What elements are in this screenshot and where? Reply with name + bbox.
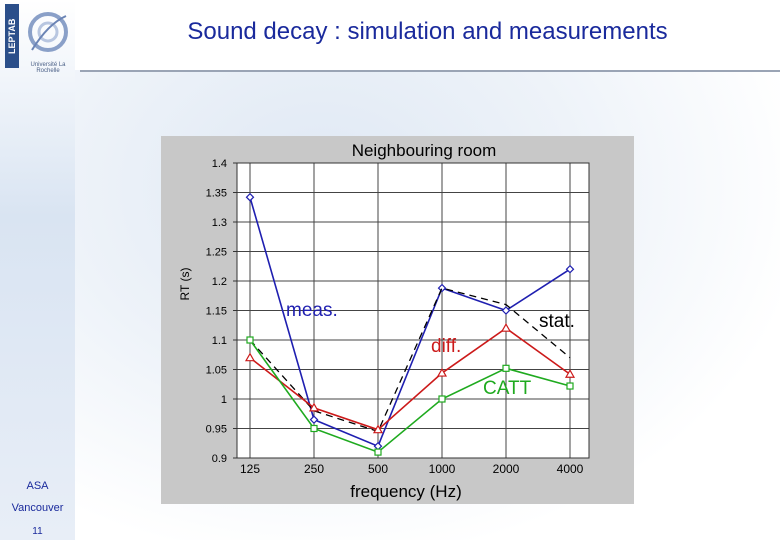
point-diff — [500, 322, 512, 332]
point-meas — [501, 306, 511, 315]
y-tick-label: 1.15 — [206, 306, 227, 318]
footer-vancouver: Vancouver — [11, 502, 64, 514]
point-meas — [309, 415, 319, 424]
logo-caption: Université La Rochelle — [30, 62, 66, 74]
x-tick-label: 2000 — [493, 462, 520, 476]
point-meas — [565, 264, 575, 274]
series-line-stat — [249, 287, 571, 433]
point-catt — [246, 336, 254, 344]
series-label-meas: meas. — [286, 300, 338, 321]
footer-page-number: 11 — [32, 526, 43, 537]
x-tick-label: 250 — [304, 462, 324, 476]
y-tick-label: 1.25 — [206, 247, 227, 259]
y-tick-label: 1.1 — [212, 335, 227, 347]
point-catt — [310, 424, 318, 433]
point-catt — [502, 364, 510, 372]
x-tick-label: 4000 — [557, 462, 584, 476]
logo-strip — [5, 4, 19, 68]
series-line-diff — [249, 327, 571, 431]
series-label-catt: CATT — [483, 378, 532, 399]
point-diff — [564, 369, 576, 378]
x-tick-label: 125 — [240, 462, 260, 476]
left-sidebar — [0, 0, 75, 540]
rt-chart: 0.9 0.95 1 1.05 1.1 1.15 1.2 1.25 1.3 1.35 1.4 125… — [178, 141, 590, 501]
point-meas — [245, 192, 255, 202]
y-tick-label: 1.4 — [212, 158, 227, 170]
point-catt — [566, 382, 574, 390]
x-tick-label: 1000 — [429, 462, 456, 476]
point-diff — [308, 402, 320, 412]
y-tick-label: 0.95 — [206, 424, 227, 436]
point-catt — [438, 395, 446, 403]
page-title: Sound decay : simulation and measurement… — [187, 18, 668, 45]
series-layer — [244, 192, 576, 456]
point-diff — [244, 352, 256, 362]
point-diff — [436, 367, 448, 377]
y-axis-label: RT (s) — [178, 268, 192, 301]
y-tick-label: 1.35 — [206, 188, 227, 200]
x-axis-label: frequency (Hz) — [350, 482, 461, 501]
point-diff — [372, 424, 384, 434]
y-tick-label: 1.2 — [212, 276, 227, 288]
x-tick-label: 500 — [368, 462, 388, 476]
logo-mark — [28, 12, 68, 52]
point-catt — [374, 448, 382, 456]
x-tick-labels: 125 250 500 1000 2000 4000 — [240, 462, 584, 476]
series-line-meas — [249, 196, 571, 448]
y-tick-label: 1.3 — [212, 217, 227, 229]
y-tick-label: 1 — [221, 394, 227, 406]
series-label-diff: diff. — [431, 336, 461, 357]
footer-asa: ASA — [26, 480, 49, 492]
point-meas — [437, 283, 447, 293]
y-tick-labels: 0.9 0.95 1 1.05 1.1 1.15 1.2 1.25 1.3 1.35 1.4 — [206, 158, 227, 465]
logo-letters: LEPTAB — [7, 18, 17, 54]
y-tick-label: 0.9 — [212, 453, 227, 465]
series-label-stat: stat. — [539, 311, 575, 332]
chart-title: Neighbouring room — [352, 141, 497, 160]
y-tick-label: 1.05 — [206, 365, 227, 377]
title-rule — [80, 70, 780, 72]
series-line-catt — [249, 339, 571, 454]
